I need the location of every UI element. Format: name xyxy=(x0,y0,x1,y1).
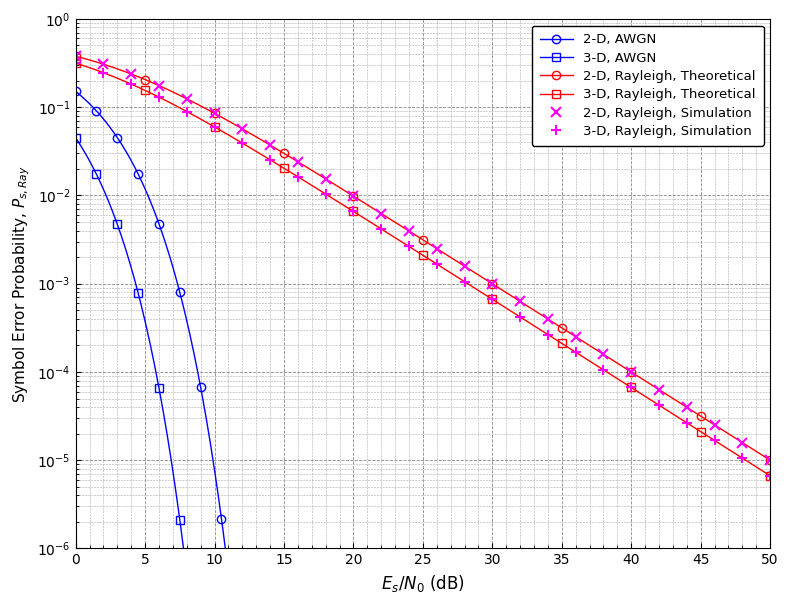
2-D, Rayleigh, Simulation xyxy=(210,110,220,117)
Line: 3-D, Rayleigh, Simulation: 3-D, Rayleigh, Simulation xyxy=(71,58,775,480)
3-D, Rayleigh, Simulation xyxy=(544,331,553,338)
3-D, Rayleigh, Theoretical xyxy=(71,59,81,67)
2-D, Rayleigh, Simulation xyxy=(293,158,303,165)
2-D, Rayleigh, Simulation xyxy=(487,280,497,287)
2-D, AWGN xyxy=(71,88,81,95)
3-D, Rayleigh, Simulation xyxy=(265,156,275,163)
2-D, Rayleigh, Simulation xyxy=(626,368,636,376)
3-D, Rayleigh, Simulation xyxy=(738,454,747,462)
2-D, Rayleigh, Simulation xyxy=(654,386,664,393)
3-D, Rayleigh, Simulation xyxy=(682,419,691,427)
2-D, Rayleigh, Simulation xyxy=(265,142,275,149)
3-D, Rayleigh, Simulation xyxy=(432,260,442,267)
2-D, Rayleigh, Theoretical xyxy=(766,457,775,464)
2-D, Rayleigh, Theoretical xyxy=(324,177,333,184)
3-D, Rayleigh, Theoretical xyxy=(243,143,253,150)
2-D, Rayleigh, Simulation xyxy=(238,125,247,132)
2-D, Rayleigh, Theoretical xyxy=(243,128,253,136)
3-D, AWGN xyxy=(78,145,88,152)
Line: 3-D, Rayleigh, Theoretical: 3-D, Rayleigh, Theoretical xyxy=(71,59,774,480)
3-D, Rayleigh, Simulation xyxy=(710,437,720,444)
3-D, Rayleigh, Simulation xyxy=(377,225,386,232)
2-D, AWGN xyxy=(90,106,100,113)
2-D, AWGN xyxy=(82,97,92,105)
2-D, Rayleigh, Simulation xyxy=(544,315,553,322)
3-D, Rayleigh, Theoretical xyxy=(324,192,333,200)
2-D, Rayleigh, Simulation xyxy=(321,175,330,183)
2-D, Rayleigh, Simulation xyxy=(682,404,691,411)
2-D, AWGN xyxy=(167,259,176,266)
3-D, Rayleigh, Simulation xyxy=(654,402,664,409)
2-D, Rayleigh, Theoretical xyxy=(526,305,536,312)
3-D, Rayleigh, Simulation xyxy=(99,69,108,76)
2-D, Rayleigh, Simulation xyxy=(571,333,581,340)
Y-axis label: Symbol Error Probability, $P_{s, Ray}$: Symbol Error Probability, $P_{s, Ray}$ xyxy=(11,165,32,402)
3-D, Rayleigh, Simulation xyxy=(404,243,414,250)
2-D, Rayleigh, Simulation xyxy=(738,439,747,446)
3-D, Rayleigh, Simulation xyxy=(154,94,164,101)
3-D, Rayleigh, Simulation xyxy=(238,139,247,146)
3-D, Rayleigh, Simulation xyxy=(766,472,775,479)
Legend: 2-D, AWGN, 3-D, AWGN, 2-D, Rayleigh, Theoretical, 3-D, Rayleigh, Theoretical, 2-: 2-D, AWGN, 3-D, AWGN, 2-D, Rayleigh, The… xyxy=(532,25,764,146)
2-D, Rayleigh, Theoretical xyxy=(518,299,528,307)
3-D, Rayleigh, Simulation xyxy=(321,191,330,198)
2-D, Rayleigh, Theoretical xyxy=(71,53,81,60)
3-D, Rayleigh, Theoretical xyxy=(526,320,536,327)
3-D, AWGN xyxy=(82,152,92,160)
3-D, Rayleigh, Simulation xyxy=(126,80,136,88)
3-D, Rayleigh, Theoretical xyxy=(518,315,528,322)
2-D, Rayleigh, Theoretical xyxy=(646,381,656,388)
3-D, Rayleigh, Simulation xyxy=(487,296,497,303)
3-D, Rayleigh, Simulation xyxy=(571,348,581,356)
3-D, Rayleigh, Simulation xyxy=(348,208,358,215)
3-D, Rayleigh, Simulation xyxy=(210,123,220,131)
2-D, Rayleigh, Simulation xyxy=(154,82,164,89)
2-D, Rayleigh, Simulation xyxy=(99,60,108,68)
2-D, Rayleigh, Theoretical xyxy=(273,146,282,153)
3-D, Rayleigh, Simulation xyxy=(460,278,469,286)
Line: 2-D, Rayleigh, Simulation: 2-D, Rayleigh, Simulation xyxy=(71,51,775,465)
3-D, Rayleigh, Theoretical xyxy=(273,160,282,168)
3-D, Rayleigh, Simulation xyxy=(71,59,81,67)
3-D, Rayleigh, Theoretical xyxy=(646,396,656,404)
3-D, Rayleigh, Simulation xyxy=(515,313,525,321)
X-axis label: $E_s/N_0$ (dB): $E_s/N_0$ (dB) xyxy=(381,573,465,594)
Line: 3-D, AWGN: 3-D, AWGN xyxy=(71,134,273,605)
2-D, Rayleigh, Simulation xyxy=(348,192,358,200)
2-D, AWGN xyxy=(106,124,115,131)
2-D, Rayleigh, Simulation xyxy=(460,263,469,270)
3-D, AWGN xyxy=(167,458,176,465)
3-D, Rayleigh, Simulation xyxy=(182,108,191,115)
3-D, Rayleigh, Simulation xyxy=(599,366,608,373)
2-D, Rayleigh, Simulation xyxy=(71,53,81,60)
3-D, AWGN xyxy=(106,202,115,209)
2-D, Rayleigh, Simulation xyxy=(515,298,525,305)
3-D, Rayleigh, Simulation xyxy=(626,384,636,391)
2-D, Rayleigh, Simulation xyxy=(599,351,608,358)
3-D, AWGN xyxy=(71,134,81,142)
2-D, Rayleigh, Simulation xyxy=(710,421,720,428)
2-D, Rayleigh, Simulation xyxy=(432,245,442,252)
Line: 2-D, Rayleigh, Theoretical: 2-D, Rayleigh, Theoretical xyxy=(71,52,774,465)
2-D, Rayleigh, Simulation xyxy=(377,210,386,217)
2-D, AWGN xyxy=(78,94,88,101)
3-D, Rayleigh, Simulation xyxy=(293,173,303,180)
2-D, Rayleigh, Simulation xyxy=(126,70,136,77)
Line: 2-D, AWGN: 2-D, AWGN xyxy=(71,87,273,605)
2-D, Rayleigh, Simulation xyxy=(766,457,775,464)
2-D, Rayleigh, Simulation xyxy=(404,227,414,235)
3-D, Rayleigh, Theoretical xyxy=(766,472,775,479)
3-D, AWGN xyxy=(90,168,100,175)
2-D, Rayleigh, Simulation xyxy=(182,95,191,102)
